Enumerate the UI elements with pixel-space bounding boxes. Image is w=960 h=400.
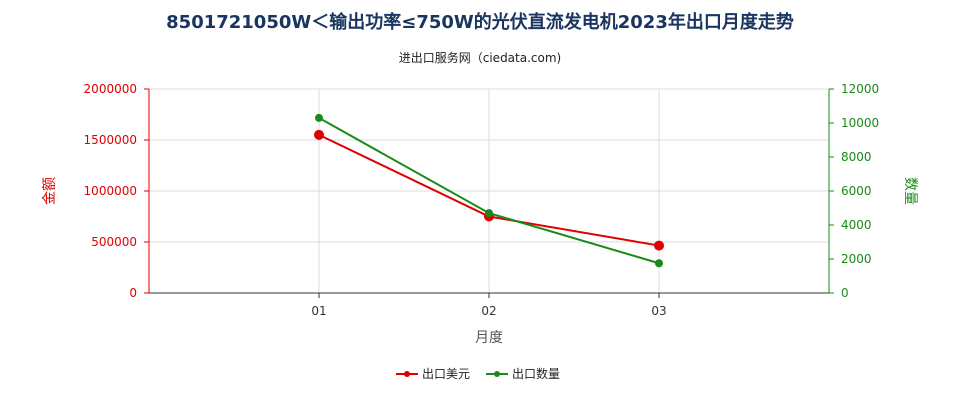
y-tick-right: 4000 (841, 218, 872, 232)
x-axis-label: 月度 (475, 330, 503, 346)
chart-title: 8501721050W＜输出功率≤750W的光伏直流发电机2023年出口月度走势 (166, 12, 794, 33)
y-tick-right: 6000 (841, 184, 872, 198)
tick-labels: 0 500000 1000000 1500000 2000000 01 02 03 0 2000 4… (84, 82, 880, 318)
y-tick-right: 8000 (841, 150, 872, 164)
y-tick-left: 2000000 (84, 82, 137, 96)
legend-label: 出口美元 (422, 367, 470, 381)
x-tick: 03 (651, 304, 666, 318)
y-tick-left: 1500000 (84, 133, 137, 147)
y-tick-left: 500000 (91, 235, 137, 249)
y-tick-right: 12000 (841, 82, 879, 96)
y-tick-right: 0 (841, 286, 849, 300)
x-tick: 01 (311, 304, 326, 318)
grid-lines (149, 88, 830, 294)
series-group (314, 113, 664, 268)
data-point (315, 113, 323, 122)
y-tick-right: 2000 (841, 252, 872, 266)
legend-label: 出口数量 (512, 366, 560, 381)
legend-marker (404, 371, 410, 377)
data-point (485, 209, 493, 218)
axes (144, 88, 834, 298)
legend-marker (494, 371, 500, 377)
y-axis-label-left: 金额 (42, 177, 58, 205)
x-tick: 02 (481, 304, 496, 318)
y-tick-left: 0 (129, 286, 137, 300)
data-point (314, 129, 324, 140)
y-axis-label-right: 数量 (902, 177, 918, 205)
chart-subtitle: 进出口服务网（ciedata.com) (398, 51, 562, 65)
data-point (654, 240, 664, 251)
legend: 出口美元 出口数量 (396, 366, 560, 381)
y-tick-left: 1000000 (84, 184, 137, 198)
y-tick-right: 10000 (841, 116, 879, 130)
data-point (655, 259, 663, 268)
